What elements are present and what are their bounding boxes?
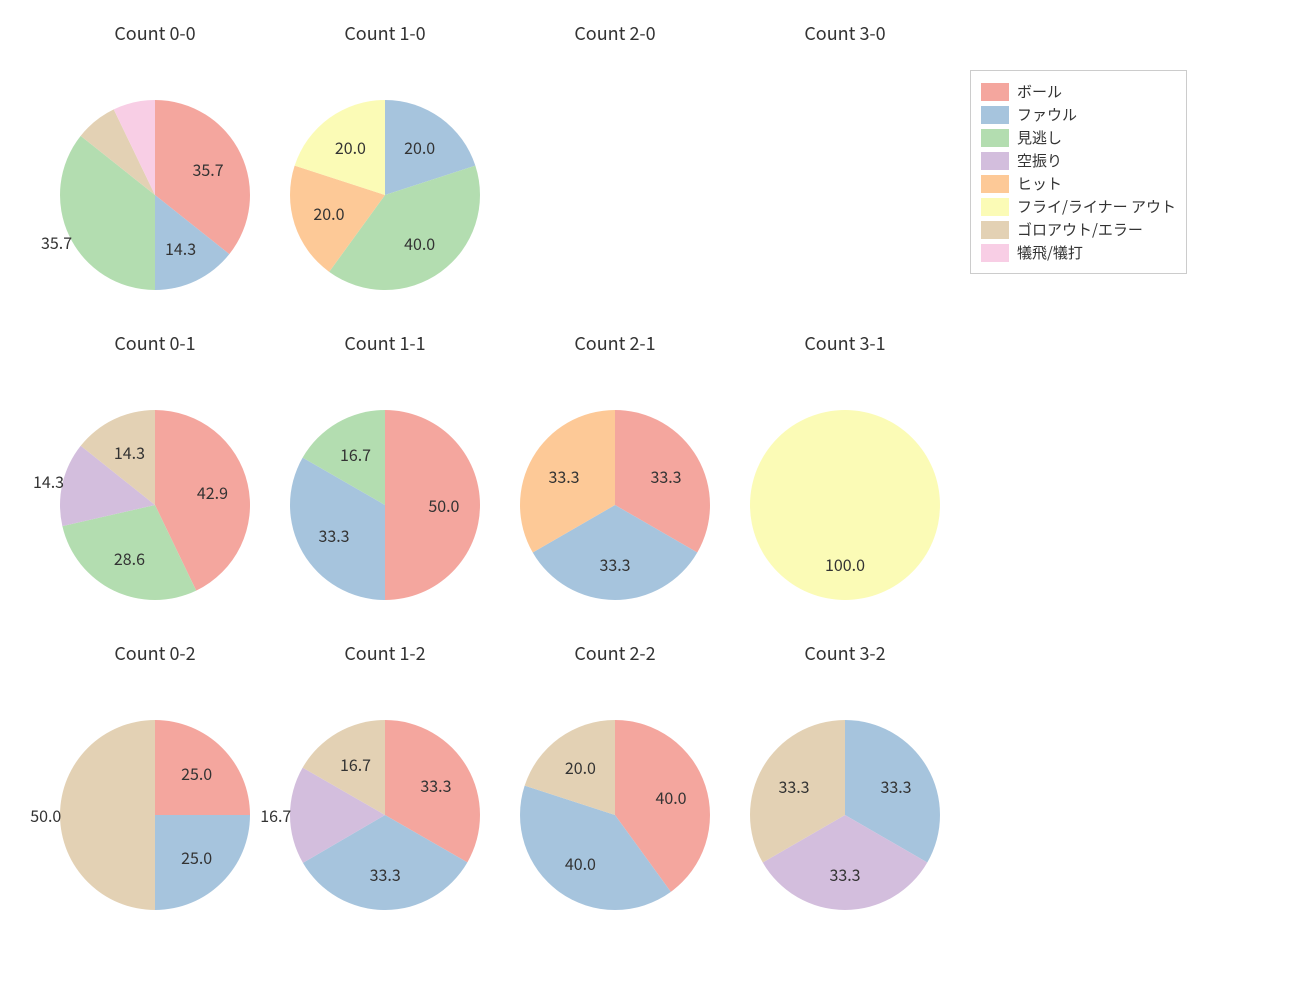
pie-chart [730,330,960,640]
legend-item: 犠飛/犠打 [981,242,1176,263]
pie-cell: Count 1-150.033.316.7 [270,330,500,640]
pie-slice [385,410,480,600]
pie-cell: Count 2-240.040.020.0 [500,640,730,950]
pie-cell: Count 0-035.714.335.7 [40,20,270,330]
pie-chart [40,640,270,950]
legend-item: 見逃し [981,127,1176,148]
legend-swatch [981,106,1009,124]
legend-label: ヒット [1017,173,1062,194]
pie-cell: Count 3-1100.0 [730,330,960,640]
legend-label: フライ/ライナー アウト [1017,196,1176,217]
legend-swatch [981,244,1009,262]
pie-cell: Count 1-233.333.316.716.7 [270,640,500,950]
pie-chart [500,330,730,640]
pie-slice [60,720,155,910]
pie-slice [155,720,250,815]
pie-cell: Count 2-133.333.333.3 [500,330,730,640]
legend-item: ヒット [981,173,1176,194]
legend-label: ゴロアウト/エラー [1017,219,1143,240]
legend-swatch [981,152,1009,170]
legend: ボールファウル見逃し空振りヒットフライ/ライナー アウトゴロアウト/エラー犠飛/… [970,70,1187,274]
pie-chart [270,330,500,640]
chart-grid: Count 0-035.714.335.7Count 1-020.040.020… [0,0,1300,1000]
legend-item: フライ/ライナー アウト [981,196,1176,217]
pie-chart [270,640,500,950]
legend-label: 犠飛/犠打 [1017,242,1083,263]
pie-cell: Count 3-0 [730,20,960,330]
pie-chart [270,20,500,330]
pie-slice [155,815,250,910]
pie-cell: Count 1-020.040.020.020.0 [270,20,500,330]
pie-chart [730,640,960,950]
legend-label: ファウル [1017,104,1077,125]
legend-swatch [981,129,1009,147]
legend-item: ボール [981,81,1176,102]
legend-swatch [981,83,1009,101]
legend-label: 見逃し [1017,127,1062,148]
pie-title: Count 3-0 [730,20,960,46]
legend-label: ボール [1017,81,1062,102]
pie-cell: Count 0-142.928.614.314.3 [40,330,270,640]
legend-swatch [981,198,1009,216]
legend-item: ゴロアウト/エラー [981,219,1176,240]
pie-chart [500,640,730,950]
pie-chart [40,330,270,640]
pie-title: Count 2-0 [500,20,730,46]
pie-chart [40,20,270,330]
legend-label: 空振り [1017,150,1062,171]
legend-item: 空振り [981,150,1176,171]
legend-swatch [981,175,1009,193]
legend-swatch [981,221,1009,239]
pie-cell: Count 0-225.025.050.0 [40,640,270,950]
pie-cell: Count 2-0 [500,20,730,330]
legend-item: ファウル [981,104,1176,125]
pie-slice [750,410,940,600]
pie-cell: Count 3-233.333.333.3 [730,640,960,950]
